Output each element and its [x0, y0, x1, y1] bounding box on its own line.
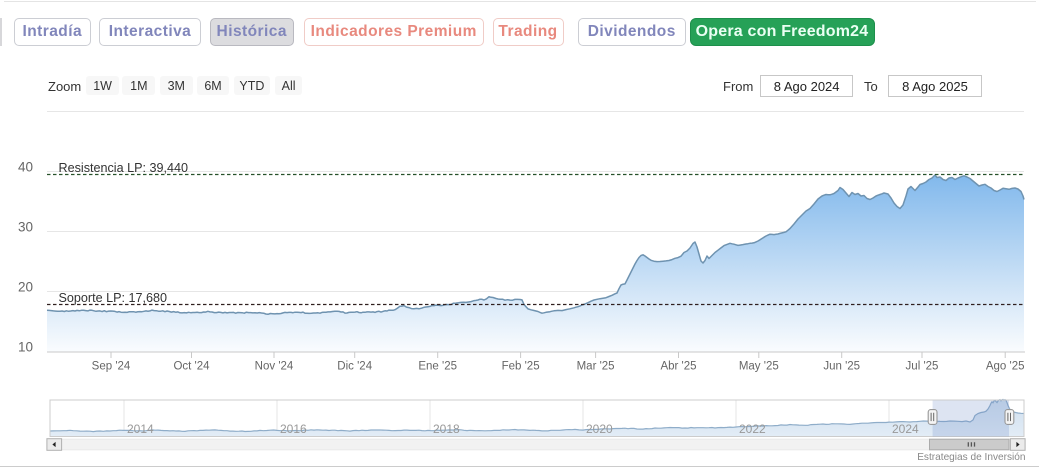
svg-text:20: 20	[18, 280, 33, 295]
svg-text:30: 30	[18, 220, 33, 235]
svg-text:Resistencia LP: 39,440: Resistencia LP: 39,440	[59, 161, 189, 175]
svg-text:Abr '25: Abr '25	[660, 361, 696, 373]
svg-text:2020: 2020	[586, 422, 613, 436]
svg-text:Sep '24: Sep '24	[92, 361, 131, 373]
svg-text:Nov '24: Nov '24	[255, 361, 294, 373]
svg-text:2016: 2016	[280, 422, 307, 436]
svg-text:Oct '24: Oct '24	[173, 361, 210, 373]
svg-text:40: 40	[18, 160, 33, 175]
svg-text:Ago '25: Ago '25	[986, 361, 1025, 373]
svg-text:10: 10	[18, 340, 33, 355]
svg-text:Jul '25: Jul '25	[906, 361, 939, 373]
svg-text:Estrategias de Inversión: Estrategias de Inversión	[917, 452, 1025, 463]
svg-text:Mar '25: Mar '25	[577, 361, 615, 373]
svg-text:May '25: May '25	[739, 361, 779, 373]
svg-text:Soporte LP: 17,680: Soporte LP: 17,680	[59, 291, 168, 305]
svg-text:2014: 2014	[127, 422, 154, 436]
svg-text:Jun '25: Jun '25	[823, 361, 860, 373]
svg-text:2022: 2022	[739, 422, 766, 436]
svg-text:2018: 2018	[433, 422, 460, 436]
svg-text:Feb '25: Feb '25	[502, 361, 540, 373]
svg-text:2024: 2024	[892, 422, 919, 436]
svg-text:Ene '25: Ene '25	[418, 361, 457, 373]
svg-text:Dic '24: Dic '24	[337, 361, 372, 373]
